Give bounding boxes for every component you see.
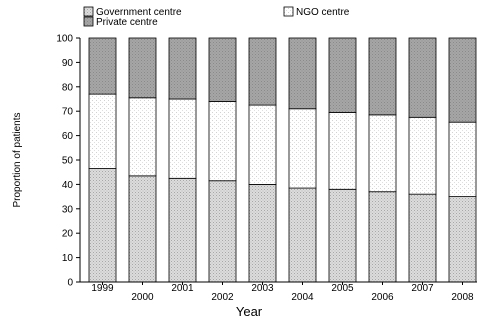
bar-segment-government-centre bbox=[448, 196, 477, 283]
bar-segment-government-centre bbox=[128, 175, 157, 283]
bar-segment-private-centre bbox=[248, 37, 277, 106]
bar-segment-government-centre bbox=[288, 187, 317, 283]
bar-segment-private-centre bbox=[328, 37, 357, 113]
bar-segment-private-centre bbox=[448, 37, 477, 123]
legend-swatch-private-centre bbox=[83, 16, 94, 27]
x-tick-label: 2005 bbox=[331, 283, 354, 294]
bar-segment-private-centre bbox=[168, 37, 197, 100]
legend-label-government-centre: Government centre bbox=[96, 7, 182, 18]
bars bbox=[88, 37, 477, 283]
legend-item-private-centre: Private centre bbox=[83, 16, 158, 28]
y-tick-label: 30 bbox=[62, 204, 74, 215]
legend-item-government-centre: Government centre bbox=[83, 6, 182, 18]
x-axis: 1999 2000 2001 2002 2003 2004 2005 2006 2007 2008 bbox=[91, 282, 474, 303]
x-axis-label: Year bbox=[236, 304, 263, 319]
legend-item-ngo-centre: NGO centre bbox=[283, 6, 350, 18]
legend-swatch-government-centre bbox=[83, 6, 94, 17]
y-tick-label: 80 bbox=[62, 82, 74, 93]
bar-segment-government-centre bbox=[368, 191, 397, 283]
y-tick-label: 60 bbox=[62, 131, 74, 142]
bar-segment-ngo-centre bbox=[168, 98, 197, 179]
legend-label-ngo-centre: NGO centre bbox=[296, 7, 350, 18]
legend-label-private-centre: Private centre bbox=[96, 17, 158, 28]
bar-segment-government-centre bbox=[168, 177, 197, 283]
y-tick-label: 70 bbox=[62, 107, 74, 118]
bar-segment-ngo-centre bbox=[208, 101, 237, 182]
bar-segment-ngo-centre bbox=[328, 112, 357, 190]
x-tick-label: 2006 bbox=[371, 292, 394, 303]
bar-segment-private-centre bbox=[208, 37, 237, 102]
x-tick-label: 2001 bbox=[171, 283, 194, 294]
y-tick-label: 100 bbox=[56, 34, 73, 45]
bar-segment-government-centre bbox=[88, 168, 117, 283]
x-tick-label: 1999 bbox=[91, 283, 114, 294]
bar-segment-government-centre bbox=[248, 183, 277, 283]
x-tick-label: 2008 bbox=[451, 292, 474, 303]
bar-segment-private-centre bbox=[88, 37, 117, 95]
x-tick-label: 2004 bbox=[291, 292, 314, 303]
x-tick-label: 2002 bbox=[211, 292, 234, 303]
bar-segment-government-centre bbox=[408, 193, 437, 283]
bar-segment-private-centre bbox=[128, 37, 157, 99]
y-tick-label: 10 bbox=[62, 253, 74, 264]
y-axis-label: Proportion of patients bbox=[12, 112, 23, 207]
y-tick-label: 50 bbox=[62, 156, 74, 167]
y-tick-label: 40 bbox=[62, 180, 74, 191]
bar-segment-private-centre bbox=[408, 37, 437, 118]
bar-segment-ngo-centre bbox=[288, 108, 317, 189]
bar-segment-private-centre bbox=[368, 37, 397, 116]
y-tick-label: 20 bbox=[62, 229, 74, 240]
y-axis: 0 10 20 30 40 50 60 70 80 90 100 bbox=[56, 34, 81, 289]
x-tick-label: 2003 bbox=[251, 283, 274, 294]
bar-segment-government-centre bbox=[328, 188, 357, 283]
bar-segment-ngo-centre bbox=[88, 93, 117, 169]
x-tick-label: 2000 bbox=[131, 292, 154, 303]
y-tick-label: 90 bbox=[62, 58, 74, 69]
bar-segment-private-centre bbox=[288, 37, 317, 110]
legend-swatch-ngo-centre bbox=[283, 6, 294, 17]
bar-segment-government-centre bbox=[208, 180, 237, 283]
x-tick-label: 2007 bbox=[411, 283, 434, 294]
y-tick-label: 0 bbox=[67, 278, 73, 289]
bar-segment-ngo-centre bbox=[128, 97, 157, 177]
bar-segment-ngo-centre bbox=[368, 114, 397, 193]
bar-segment-ngo-centre bbox=[408, 116, 437, 195]
legend: Government centre Private centre NGO cen… bbox=[83, 6, 350, 28]
bar-segment-ngo-centre bbox=[248, 104, 277, 185]
bar-segment-ngo-centre bbox=[448, 121, 477, 197]
